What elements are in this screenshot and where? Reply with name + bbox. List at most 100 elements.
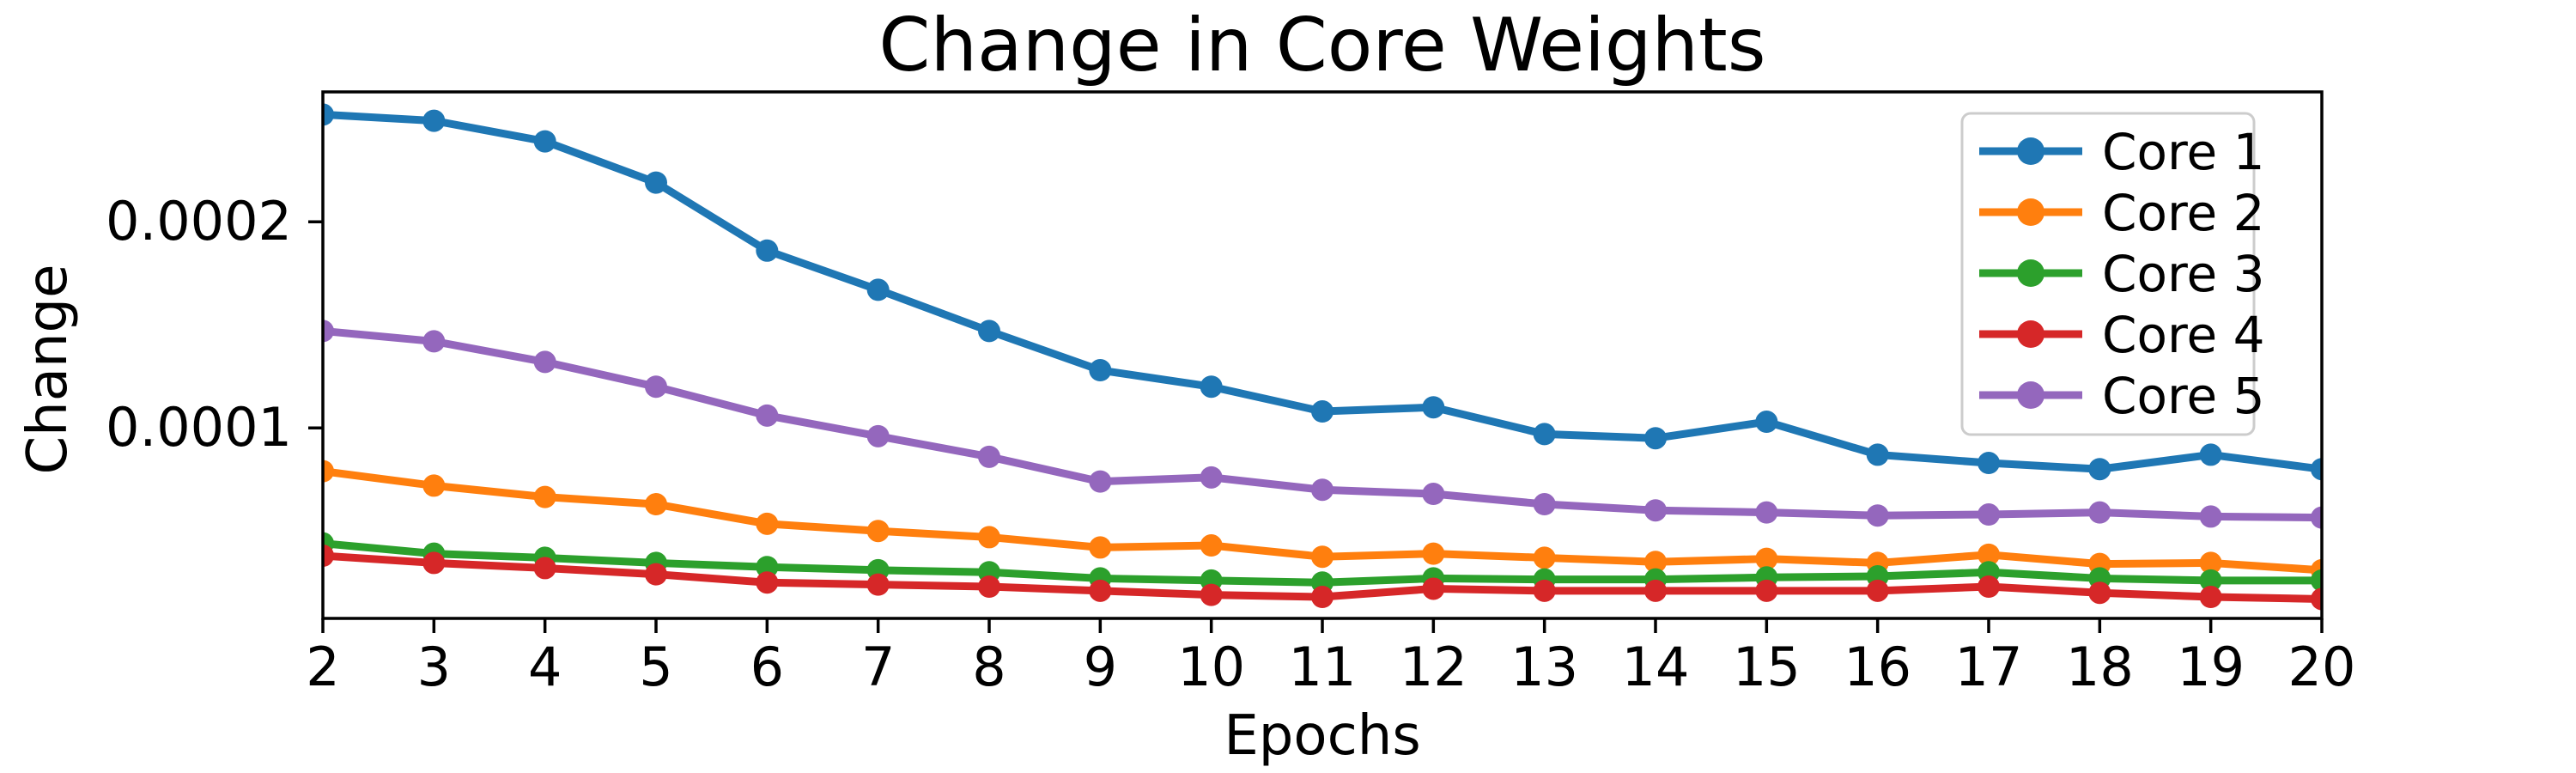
legend-marker-swatch bbox=[2017, 259, 2044, 287]
x-tick-label: 15 bbox=[1733, 636, 1801, 698]
data-point-marker bbox=[645, 493, 667, 516]
data-point-marker bbox=[1200, 466, 1223, 489]
data-point-marker bbox=[533, 557, 556, 580]
data-point-marker bbox=[422, 551, 446, 575]
data-point-marker bbox=[978, 445, 1000, 468]
x-tick-label: 20 bbox=[2288, 636, 2356, 698]
data-point-marker bbox=[2199, 569, 2222, 592]
data-point-marker bbox=[866, 424, 890, 447]
data-point-marker bbox=[1089, 359, 1112, 382]
data-point-marker bbox=[2088, 501, 2111, 524]
y-axis-label: Change bbox=[16, 264, 80, 474]
legend-marker-swatch bbox=[2017, 320, 2044, 348]
legend-marker-swatch bbox=[2017, 381, 2044, 409]
x-tick-label: 3 bbox=[417, 636, 451, 698]
data-point-marker bbox=[2199, 505, 2222, 528]
data-point-marker bbox=[323, 103, 334, 126]
x-tick-label: 2 bbox=[306, 636, 339, 698]
data-point-marker bbox=[756, 571, 779, 594]
legend-label: Core 3 bbox=[2102, 245, 2265, 303]
data-point-marker bbox=[1866, 579, 1889, 602]
data-point-marker bbox=[2311, 458, 2322, 481]
data-point-marker bbox=[1200, 534, 1223, 557]
data-point-marker bbox=[1755, 501, 1778, 524]
data-point-marker bbox=[645, 563, 667, 586]
legend-label: Core 1 bbox=[2102, 123, 2265, 181]
chart-title: Change in Core Weights bbox=[878, 3, 1765, 88]
data-point-marker bbox=[645, 171, 667, 194]
legend-marker-swatch bbox=[2017, 198, 2044, 226]
legend-item: Core 4 bbox=[1979, 306, 2265, 364]
data-point-marker bbox=[1200, 583, 1223, 606]
data-point-marker bbox=[1200, 375, 1223, 399]
data-point-marker bbox=[1755, 411, 1778, 434]
data-point-marker bbox=[323, 460, 334, 483]
data-point-marker bbox=[1422, 577, 1445, 600]
plot-area-border bbox=[321, 90, 2324, 620]
series-core-4 bbox=[323, 545, 2322, 611]
legend-label: Core 4 bbox=[2102, 306, 2265, 364]
series-core-5 bbox=[323, 320, 2322, 529]
x-tick-label: 10 bbox=[1177, 636, 1245, 698]
data-point-marker bbox=[2311, 569, 2322, 592]
ticks-layer: 2 3 4 5 6 7 8 9 10 11 12 13 14 15 16 17 18 19 20 0.0001 0.00… bbox=[106, 190, 2355, 698]
data-point-marker bbox=[533, 130, 556, 153]
data-point-marker bbox=[422, 474, 446, 497]
data-point-marker bbox=[1422, 483, 1445, 506]
data-point-marker bbox=[422, 330, 446, 353]
data-point-marker bbox=[2199, 551, 2222, 575]
data-point-marker bbox=[1533, 493, 1556, 516]
data-point-marker bbox=[323, 320, 334, 343]
data-point-marker bbox=[1311, 478, 1334, 502]
data-point-marker bbox=[2199, 586, 2222, 609]
data-point-marker bbox=[2311, 587, 2322, 611]
data-point-marker bbox=[533, 350, 556, 374]
legend-item: Core 5 bbox=[1979, 367, 2265, 425]
x-tick-label: 11 bbox=[1289, 636, 1357, 698]
series-core-2 bbox=[323, 460, 2322, 581]
data-point-marker bbox=[756, 239, 779, 262]
data-point-marker bbox=[1755, 547, 1778, 570]
data-point-marker bbox=[1644, 499, 1667, 522]
data-point-marker bbox=[1644, 427, 1667, 450]
legend-label: Core 5 bbox=[2102, 367, 2265, 425]
data-point-marker bbox=[645, 375, 667, 399]
x-tick-label: 18 bbox=[2066, 636, 2134, 698]
data-point-marker bbox=[1089, 579, 1112, 602]
data-point-marker bbox=[1978, 543, 2000, 566]
data-point-marker bbox=[1978, 575, 2000, 599]
x-tick-label: 7 bbox=[861, 636, 895, 698]
data-point-marker bbox=[1866, 504, 1889, 527]
x-tick-label: 13 bbox=[1510, 636, 1578, 698]
y-tick-label: 0.0001 bbox=[106, 396, 292, 459]
data-point-marker bbox=[1755, 579, 1778, 602]
x-tick-label: 14 bbox=[1622, 636, 1690, 698]
x-axis-label: Epochs bbox=[1224, 704, 1420, 768]
x-tick-label: 8 bbox=[972, 636, 1005, 698]
x-tick-label: 9 bbox=[1084, 636, 1117, 698]
x-tick-label: 4 bbox=[528, 636, 562, 698]
data-point-marker bbox=[2199, 443, 2222, 466]
series-core-1 bbox=[323, 103, 2322, 481]
data-point-marker bbox=[1422, 542, 1445, 565]
data-point-marker bbox=[1978, 452, 2000, 475]
data-point-marker bbox=[1422, 396, 1445, 419]
data-point-marker bbox=[2088, 581, 2111, 605]
data-point-marker bbox=[1311, 586, 1334, 609]
legend-item: Core 1 bbox=[1979, 123, 2265, 181]
data-point-marker bbox=[1311, 545, 1334, 569]
data-point-marker bbox=[2088, 458, 2111, 481]
data-point-marker bbox=[756, 404, 779, 427]
series-layer bbox=[323, 103, 2322, 611]
data-point-marker bbox=[323, 545, 334, 568]
data-point-marker bbox=[756, 512, 779, 535]
x-tick-label: 6 bbox=[750, 636, 784, 698]
data-point-marker bbox=[1866, 443, 1889, 466]
x-tick-label: 16 bbox=[1844, 636, 1911, 698]
data-point-marker bbox=[1533, 579, 1556, 602]
data-point-marker bbox=[978, 320, 1000, 343]
legend-item: Core 3 bbox=[1979, 245, 2265, 303]
